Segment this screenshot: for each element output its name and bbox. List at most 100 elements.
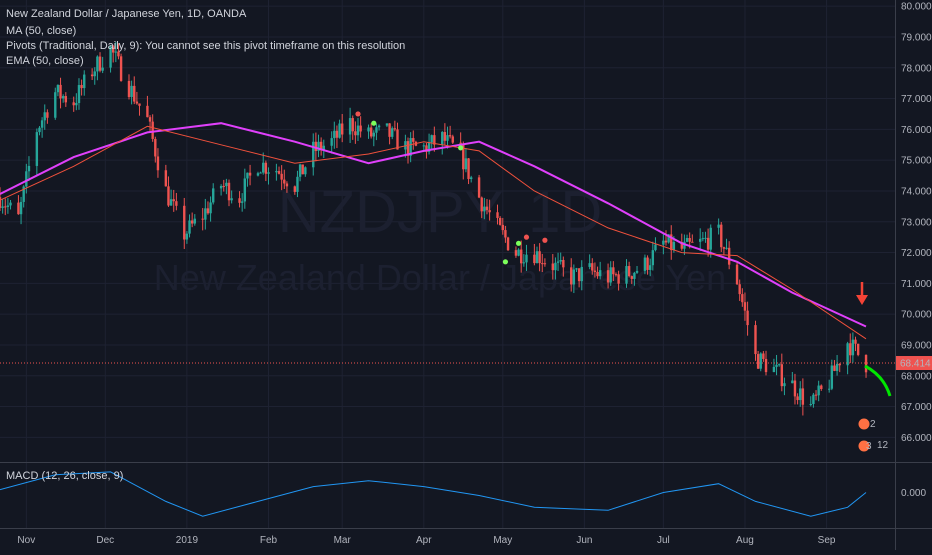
candle-body — [835, 363, 839, 371]
watermark-layer: NZDJPY, 1D New Zealand Dollar / Japanese… — [154, 180, 726, 298]
candle-body — [775, 364, 778, 367]
candle-body — [301, 164, 304, 175]
pivot-marker — [371, 120, 377, 126]
price-tick-label: 70.000 — [901, 310, 932, 321]
candle-body — [127, 80, 131, 97]
candle-body — [580, 266, 583, 282]
projection-arc — [864, 364, 892, 397]
candle-body — [643, 257, 647, 271]
candle-body — [796, 396, 799, 401]
candle-body — [864, 354, 868, 373]
candle-body — [298, 164, 302, 177]
pivot-marker — [355, 111, 361, 117]
candle-body — [672, 242, 676, 251]
candle-body — [46, 112, 49, 118]
indicator-legend-ma[interactable]: MA (50, close) — [6, 25, 77, 37]
candle-body — [827, 388, 831, 390]
candle-body — [146, 105, 149, 118]
candle-body — [793, 380, 797, 397]
candle-body — [593, 270, 597, 272]
candle-body — [22, 186, 25, 202]
candle-body — [635, 270, 639, 273]
candle-body — [783, 383, 786, 387]
candle-body — [517, 249, 520, 256]
candle-body — [130, 85, 133, 97]
price-tick-label: 73.000 — [901, 217, 932, 228]
candle-body — [138, 103, 141, 106]
time-tick-label: Sep — [818, 535, 836, 546]
candle-body — [433, 135, 436, 145]
candle-body — [35, 132, 39, 166]
candle-body — [356, 125, 360, 136]
candle-body — [183, 205, 186, 240]
time-tick-label: Dec — [96, 535, 114, 546]
candle-body — [709, 227, 712, 250]
candle-body — [240, 201, 244, 203]
time-axis: Nov Dec 2019 Feb Mar Apr May Jun Jul Aug Sep — [17, 535, 835, 546]
candle-body — [743, 302, 747, 311]
pivot-marker — [515, 240, 522, 246]
time-tick-label: 2019 — [176, 535, 199, 546]
down-arrow-head — [856, 295, 868, 305]
macd-layer: 0.000 — [0, 471, 926, 517]
candle-body — [172, 199, 175, 202]
candle-body — [264, 162, 268, 174]
candle-body — [164, 170, 168, 187]
candle-body — [396, 129, 399, 150]
candle-body — [441, 132, 444, 145]
indicator-legend-ema[interactable]: EMA (50, close) — [6, 55, 84, 67]
candle-body — [772, 366, 776, 373]
candle-body — [393, 128, 397, 130]
indicator-legend-pivots[interactable]: Pivots (Traditional, Daily, 9): You cann… — [6, 40, 406, 52]
moving-average-layer — [0, 122, 867, 340]
candle-body — [43, 112, 46, 121]
candle-body — [598, 270, 602, 277]
candle-body — [80, 85, 83, 89]
macd-line — [0, 471, 867, 517]
candle-body — [670, 234, 673, 251]
candle-body — [612, 267, 615, 275]
candle-body — [375, 127, 378, 133]
candle-body — [704, 237, 707, 239]
time-tick-label: Apr — [416, 535, 432, 546]
candle-body — [391, 128, 394, 137]
candle-body — [522, 262, 526, 264]
candle-body — [96, 56, 99, 72]
candle-body — [75, 102, 78, 106]
symbol-title[interactable]: New Zealand Dollar / Japanese Yen, 1D, O… — [6, 8, 247, 20]
candle-body — [506, 237, 510, 251]
candle-body — [293, 186, 297, 192]
candle-body — [504, 230, 507, 238]
candle-body — [25, 171, 28, 187]
candle-body — [277, 171, 281, 174]
candle-body — [780, 364, 784, 387]
candle-body — [169, 199, 173, 206]
candle-body — [596, 271, 599, 277]
pivot-marker — [523, 234, 530, 240]
candle-body — [4, 206, 7, 208]
candle-body — [554, 262, 557, 271]
candle-body — [56, 84, 60, 93]
candle-body — [59, 84, 62, 99]
annotation-layer: 2 3 12 — [0, 282, 895, 453]
candle-body — [685, 237, 689, 242]
candle-body — [246, 172, 249, 179]
candle-body — [9, 202, 12, 206]
candle-body — [259, 172, 262, 174]
candle-body — [72, 102, 75, 106]
candle-body — [156, 156, 160, 171]
event-badge-count: 12 — [877, 440, 889, 451]
candle-body — [341, 123, 344, 135]
candle-body — [606, 270, 610, 283]
candle-body — [312, 141, 315, 168]
candle-body — [691, 241, 694, 243]
candle-body — [133, 85, 136, 102]
macd-legend[interactable]: MACD (12, 26, close, 9) — [6, 470, 124, 482]
candle-body — [148, 117, 152, 122]
candle-body — [817, 385, 820, 396]
candle-body — [759, 353, 762, 369]
candle-body — [317, 141, 320, 151]
candle-body — [706, 237, 710, 250]
